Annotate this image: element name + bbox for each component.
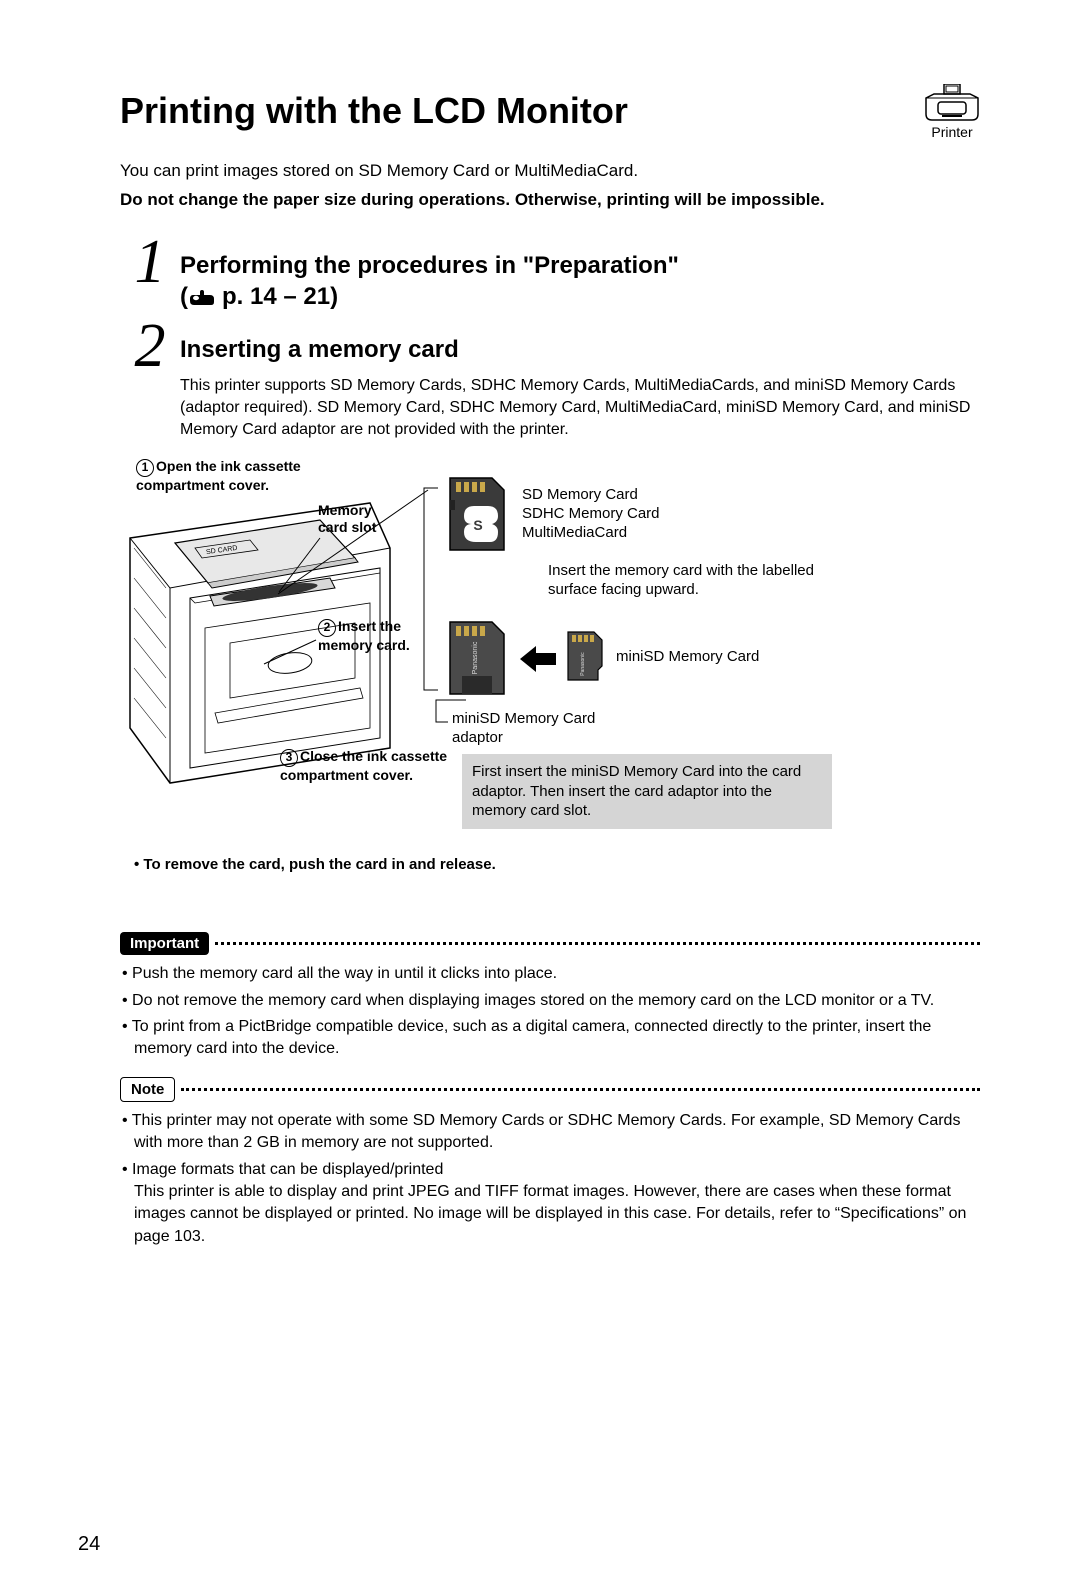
remove-card-note: To remove the card, push the card in and… (134, 856, 496, 873)
step-1-heading-line1: Performing the procedures in "Preparatio… (180, 252, 679, 279)
note-tag: Note (120, 1077, 175, 1102)
printer-label: Printer (924, 124, 980, 140)
adaptor-label: miniSD Memory Card adaptor (452, 710, 632, 748)
minisd-card-icon: Panasonic (564, 630, 604, 684)
diagram-area: 1Open the ink cassette compartment cover… (120, 458, 980, 878)
note-item-text: Image formats that can be displayed/prin… (132, 1161, 966, 1245)
page-number: 24 (78, 1533, 100, 1556)
arrow-left-icon (518, 644, 558, 674)
circled-2-icon: 2 (318, 619, 336, 637)
insert-note: Insert the memory card with the labelled… (548, 562, 828, 600)
step-2-number: 2 (120, 320, 180, 373)
minisd-instruction-box: First insert the miniSD Memory Card into… (462, 754, 832, 829)
dotline (181, 1088, 980, 1091)
page-title: Printing with the LCD Monitor (120, 90, 628, 132)
svg-text:Panasonic: Panasonic (472, 641, 479, 674)
sd-card-icon: S (444, 476, 508, 554)
circled-1-icon: 1 (136, 459, 154, 477)
pointer-hand-icon (188, 290, 216, 306)
step-1: 1 Performing the procedures in "Preparat… (120, 236, 980, 312)
important-header: Important (120, 932, 980, 955)
important-item: Push the memory card all the way in unti… (120, 963, 980, 985)
svg-text:S: S (473, 517, 482, 533)
substep-2: 2Insert the memory card. (318, 618, 438, 653)
important-list: Push the memory card all the way in unti… (120, 963, 980, 1061)
important-item: Do not remove the memory card when displ… (120, 990, 980, 1012)
card-type-sd: SD Memory Card (522, 486, 660, 505)
substep-3-text: Close the ink cassette compartment cover… (280, 748, 447, 782)
leader-line-sub2 (260, 638, 320, 668)
step-2-desc: This printer supports SD Memory Cards, S… (180, 375, 980, 440)
step-2: 2 Inserting a memory card This printer s… (120, 320, 980, 440)
dotline (215, 942, 980, 945)
intro-text: You can print images stored on SD Memory… (120, 160, 980, 183)
printer-icon (924, 84, 980, 122)
minisd-adaptor-icon: Panasonic (444, 620, 508, 698)
step-1-heading-line2: p. 14 – 21) (222, 283, 338, 310)
header: Printing with the LCD Monitor Printer (120, 90, 980, 140)
note-list: This printer may not operate with some S… (120, 1110, 980, 1248)
card-type-mmc: MultiMediaCard (522, 524, 660, 543)
intro-bold: Do not change the paper size during oper… (120, 189, 980, 212)
step-2-heading: Inserting a memory card (180, 334, 980, 365)
card-type-sdhc: SDHC Memory Card (522, 505, 660, 524)
circled-3-icon: 3 (280, 749, 298, 767)
important-item: To print from a PictBridge compatible de… (120, 1016, 980, 1061)
step-1-number: 1 (120, 236, 180, 289)
card-bracket (420, 480, 440, 700)
note-item: Image formats that can be displayed/prin… (120, 1159, 980, 1249)
cards-list: SD Memory Card SDHC Memory Card MultiMed… (522, 486, 660, 542)
note-header: Note (120, 1077, 980, 1102)
minisd-label: miniSD Memory Card (616, 648, 759, 667)
printer-icon-block: Printer (924, 84, 980, 140)
important-tag: Important (120, 932, 209, 955)
svg-text:Panasonic: Panasonic (580, 652, 586, 676)
note-item: This printer may not operate with some S… (120, 1110, 980, 1155)
step-1-heading: Performing the procedures in "Preparatio… (180, 250, 980, 312)
